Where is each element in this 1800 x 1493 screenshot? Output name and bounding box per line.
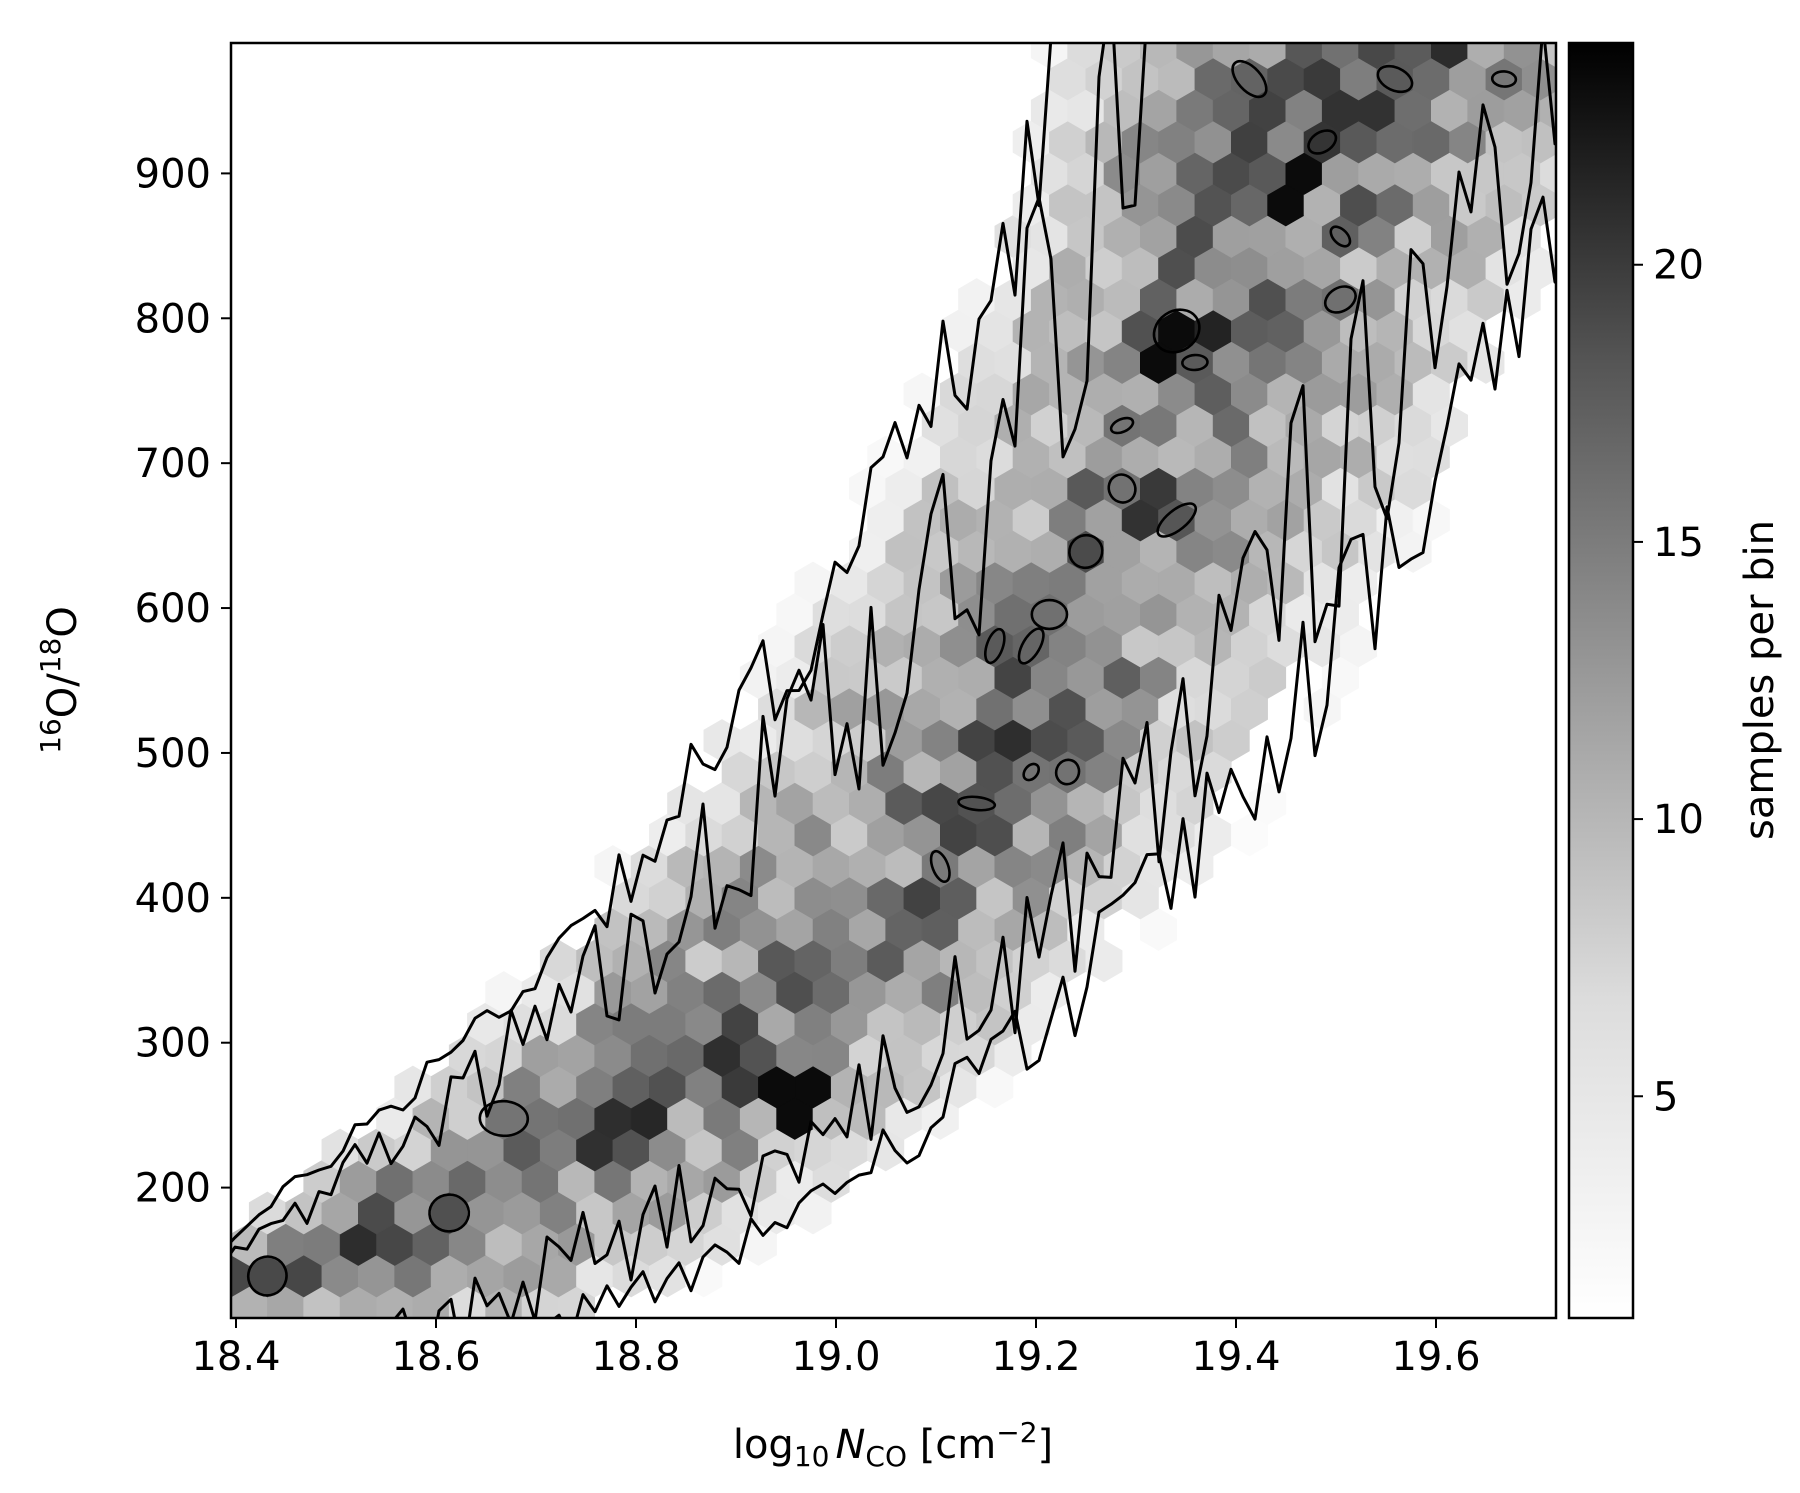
colorbar-tick-label: 15 (1653, 520, 1704, 566)
hexbin-cell (1467, 43, 1505, 69)
contour-line-outer (231, 43, 1053, 1244)
x-axis-label-sub: 10 (794, 1440, 830, 1473)
contour-island (1152, 308, 1201, 354)
x-tick-label: 18.6 (391, 1334, 480, 1380)
hexbin-cell (1321, 43, 1359, 69)
x-tick-label: 18.8 (591, 1334, 680, 1380)
contour-island (246, 1255, 288, 1297)
x-axis-label-sub2: CO (865, 1440, 907, 1473)
contour-layer (191, 43, 1556, 1331)
contour-line-inner (231, 43, 1147, 1256)
contour-island (1156, 502, 1198, 538)
x-axis-label-unit: [cm (907, 1422, 996, 1468)
x-axis-label-sup: −2 (996, 1416, 1037, 1449)
contour-island (1054, 758, 1081, 786)
hexbin-cell (521, 1317, 523, 1318)
y-axis-label-mid: O/ (40, 673, 86, 718)
x-axis-label-close: ] (1038, 1422, 1054, 1468)
colorbar-tick-label: 10 (1653, 797, 1704, 843)
y-tick-label: 900 (135, 151, 211, 197)
hexbin-cell (176, 1255, 212, 1297)
contour-island (1376, 64, 1414, 94)
hexbin-cell (1176, 43, 1214, 69)
contour-island (191, 1284, 235, 1331)
hexbin-cell (1249, 43, 1287, 69)
hexbin-cell (1394, 43, 1432, 69)
hexbin-cell (557, 1317, 559, 1318)
x-tick-label: 19.0 (791, 1334, 880, 1380)
contour-island (1017, 627, 1045, 665)
plot-frame (229, 41, 1558, 1320)
colorbar-tick-label: 5 (1653, 1074, 1678, 1120)
contour-island (1181, 353, 1209, 372)
colorbar (1567, 41, 1635, 1320)
hexbin-cell (231, 1296, 232, 1318)
x-axis-label-log: log (733, 1422, 794, 1468)
x-tick-label: 19.2 (991, 1334, 1080, 1380)
hexbin-cell (303, 1317, 305, 1318)
x-tick-label: 18.4 (191, 1334, 280, 1380)
hexbin-cell (1285, 43, 1323, 69)
y-tick-label: 400 (135, 876, 211, 922)
contour-island (1490, 70, 1518, 88)
contour-island (957, 795, 997, 812)
contour-island (1231, 59, 1268, 99)
x-tick-label: 19.6 (1391, 1334, 1480, 1380)
y-tick-label: 600 (135, 586, 211, 632)
contour-island (1022, 762, 1041, 782)
contour-island (428, 1193, 471, 1233)
hexbin-cell (1431, 43, 1468, 69)
contour-line-inner (393, 43, 1556, 1318)
contour-island (984, 627, 1006, 665)
y-axis-label-end: O (40, 606, 86, 637)
x-axis: 18.4 18.6 18.8 19.0 19.2 19.4 19.6 (191, 1318, 1481, 1380)
contour-island (1109, 416, 1135, 435)
colorbar-tick-label: 20 (1653, 243, 1704, 289)
y-axis: 200 300 400 500 600 700 800 900 (135, 151, 231, 1212)
x-tick-label: 19.4 (1191, 1334, 1280, 1380)
y-tick-label: 800 (135, 296, 211, 342)
hexbin-cell (1140, 43, 1177, 69)
contour-island (929, 849, 951, 883)
hexbin-cell (339, 1317, 341, 1318)
hexbin-cell (1503, 43, 1541, 69)
plot-area (176, 43, 1556, 1331)
hexbin-cell (1067, 43, 1105, 69)
y-tick-label: 500 (135, 731, 211, 777)
y-axis-label-sup1: 16 (34, 718, 67, 754)
y-tick-label: 200 (135, 1166, 211, 1212)
hexbin-cell (375, 1317, 378, 1318)
colorbar-label: samples per bin (1737, 520, 1783, 840)
y-axis-label-sup2: 18 (34, 638, 67, 674)
contour-island (1307, 129, 1338, 155)
colorbar-axis: 5 10 15 20 (1633, 243, 1704, 1120)
y-tick-label: 300 (135, 1021, 211, 1067)
contour-island (1068, 533, 1104, 570)
hexbin-cell (1358, 43, 1396, 69)
x-axis-label: log10 NCO [cm−2] (733, 1416, 1053, 1473)
contour-island (478, 1099, 530, 1138)
x-axis-label-var: N (835, 1422, 865, 1468)
contour-island (1323, 285, 1357, 314)
contour-island (1329, 225, 1352, 248)
contour-island (1030, 598, 1069, 631)
y-tick-label: 700 (135, 441, 211, 487)
contour-island (1107, 473, 1137, 504)
y-axis-label: 16O/18O (34, 606, 86, 754)
